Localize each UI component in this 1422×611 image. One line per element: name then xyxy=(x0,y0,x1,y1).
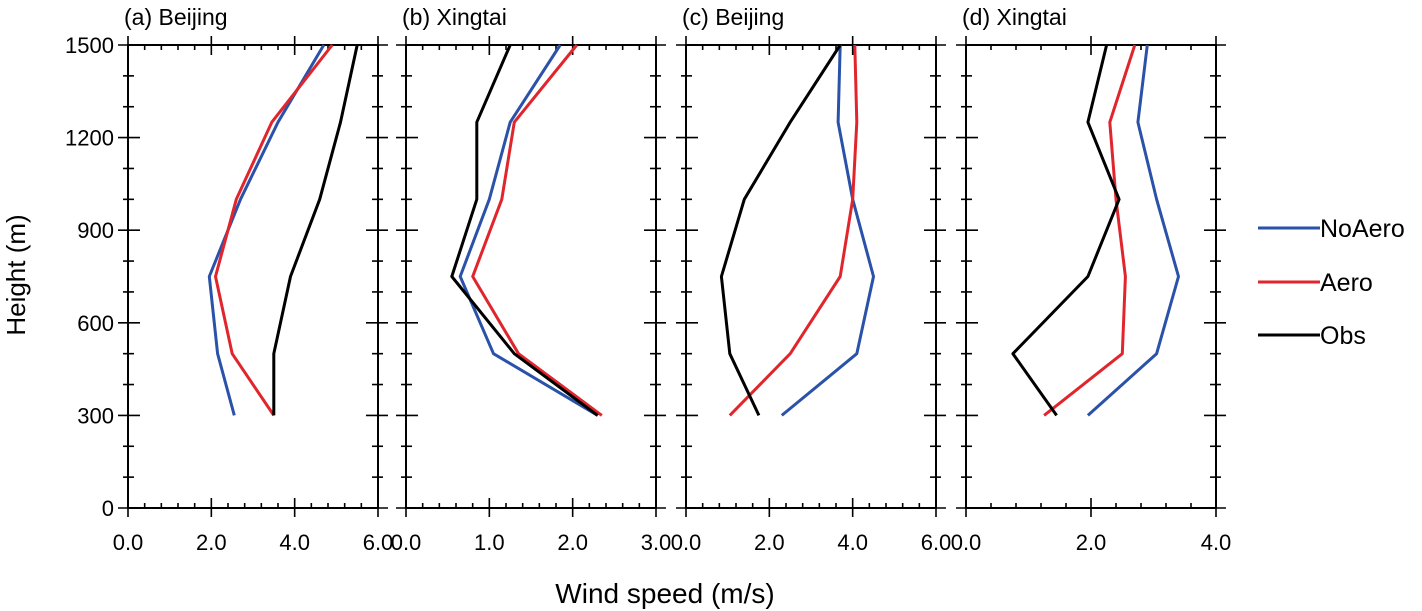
plot-frame xyxy=(685,44,937,509)
x-tick-label: 2.0 xyxy=(196,530,227,555)
panel-1: (a) Beijing 0 300 600 900 1200 1500 0.0 2.0 4.0 6.… xyxy=(65,4,393,555)
panel-4: (d) Xingtai 0.0 2.0 4.0 xyxy=(951,4,1232,555)
series-line-aero xyxy=(1043,44,1137,417)
x-tick-label: 1.0 xyxy=(474,530,505,555)
x-tick-label: 6.0 xyxy=(363,530,394,555)
series-line-noaero xyxy=(1086,44,1180,417)
panel-2: (b) Xingtai 0.0 1.0 2.0 3.0 xyxy=(391,4,672,555)
series-line-obs xyxy=(1011,44,1121,417)
series-line-obs xyxy=(719,44,842,417)
plot-frame xyxy=(127,44,379,509)
series-line-noaero xyxy=(780,44,875,417)
series-line-aero xyxy=(728,44,859,417)
legend-label: Obs xyxy=(1320,322,1366,350)
legend-label: Aero xyxy=(1320,269,1373,297)
panel-3: (c) Beijing 0.0 2.0 4.0 6.0 xyxy=(671,4,952,555)
panel-title: (b) Xingtai xyxy=(402,4,507,30)
x-tick-label: 2.0 xyxy=(754,530,785,555)
x-tick-label: 2.0 xyxy=(557,530,588,555)
series-line-obs xyxy=(450,44,599,417)
x-tick-label: 6.0 xyxy=(921,530,952,555)
panel-title: (a) Beijing xyxy=(124,4,228,30)
x-tick-label: 4.0 xyxy=(1201,530,1232,555)
panels: (a) Beijing 0 300 600 900 1200 1500 0.0 2.0 4.0 6.… xyxy=(65,4,1231,555)
y-tick-label: 600 xyxy=(77,311,114,336)
x-tick-label: 0.0 xyxy=(391,530,422,555)
plot-frame xyxy=(405,44,657,509)
x-tick-label: 0.0 xyxy=(113,530,144,555)
x-tick-label: 0.0 xyxy=(951,530,982,555)
legend-label: NoAero xyxy=(1320,215,1405,243)
y-axis-label: Height (m) xyxy=(1,214,31,335)
x-axis-label: Wind speed (m/s) xyxy=(555,578,774,609)
x-tick-label: 4.0 xyxy=(279,530,310,555)
panel-title: (d) Xingtai xyxy=(962,4,1067,30)
x-tick-label: 0.0 xyxy=(671,530,702,555)
series-line-noaero xyxy=(458,44,599,417)
panel-title: (c) Beijing xyxy=(682,4,784,30)
y-tick-label: 1500 xyxy=(65,33,114,58)
x-tick-label: 4.0 xyxy=(837,530,868,555)
y-tick-label: 900 xyxy=(77,218,114,243)
y-tick-label: 1200 xyxy=(65,126,114,151)
y-tick-label: 300 xyxy=(77,403,114,428)
series-line-obs xyxy=(272,44,359,416)
x-tick-label: 3.0 xyxy=(641,530,672,555)
y-tick-label: 0 xyxy=(102,496,114,521)
legend: NoAero Aero Obs xyxy=(1258,215,1405,350)
series-line-aero xyxy=(471,44,603,417)
x-tick-label: 2.0 xyxy=(1076,530,1107,555)
series-line-aero xyxy=(214,44,334,417)
